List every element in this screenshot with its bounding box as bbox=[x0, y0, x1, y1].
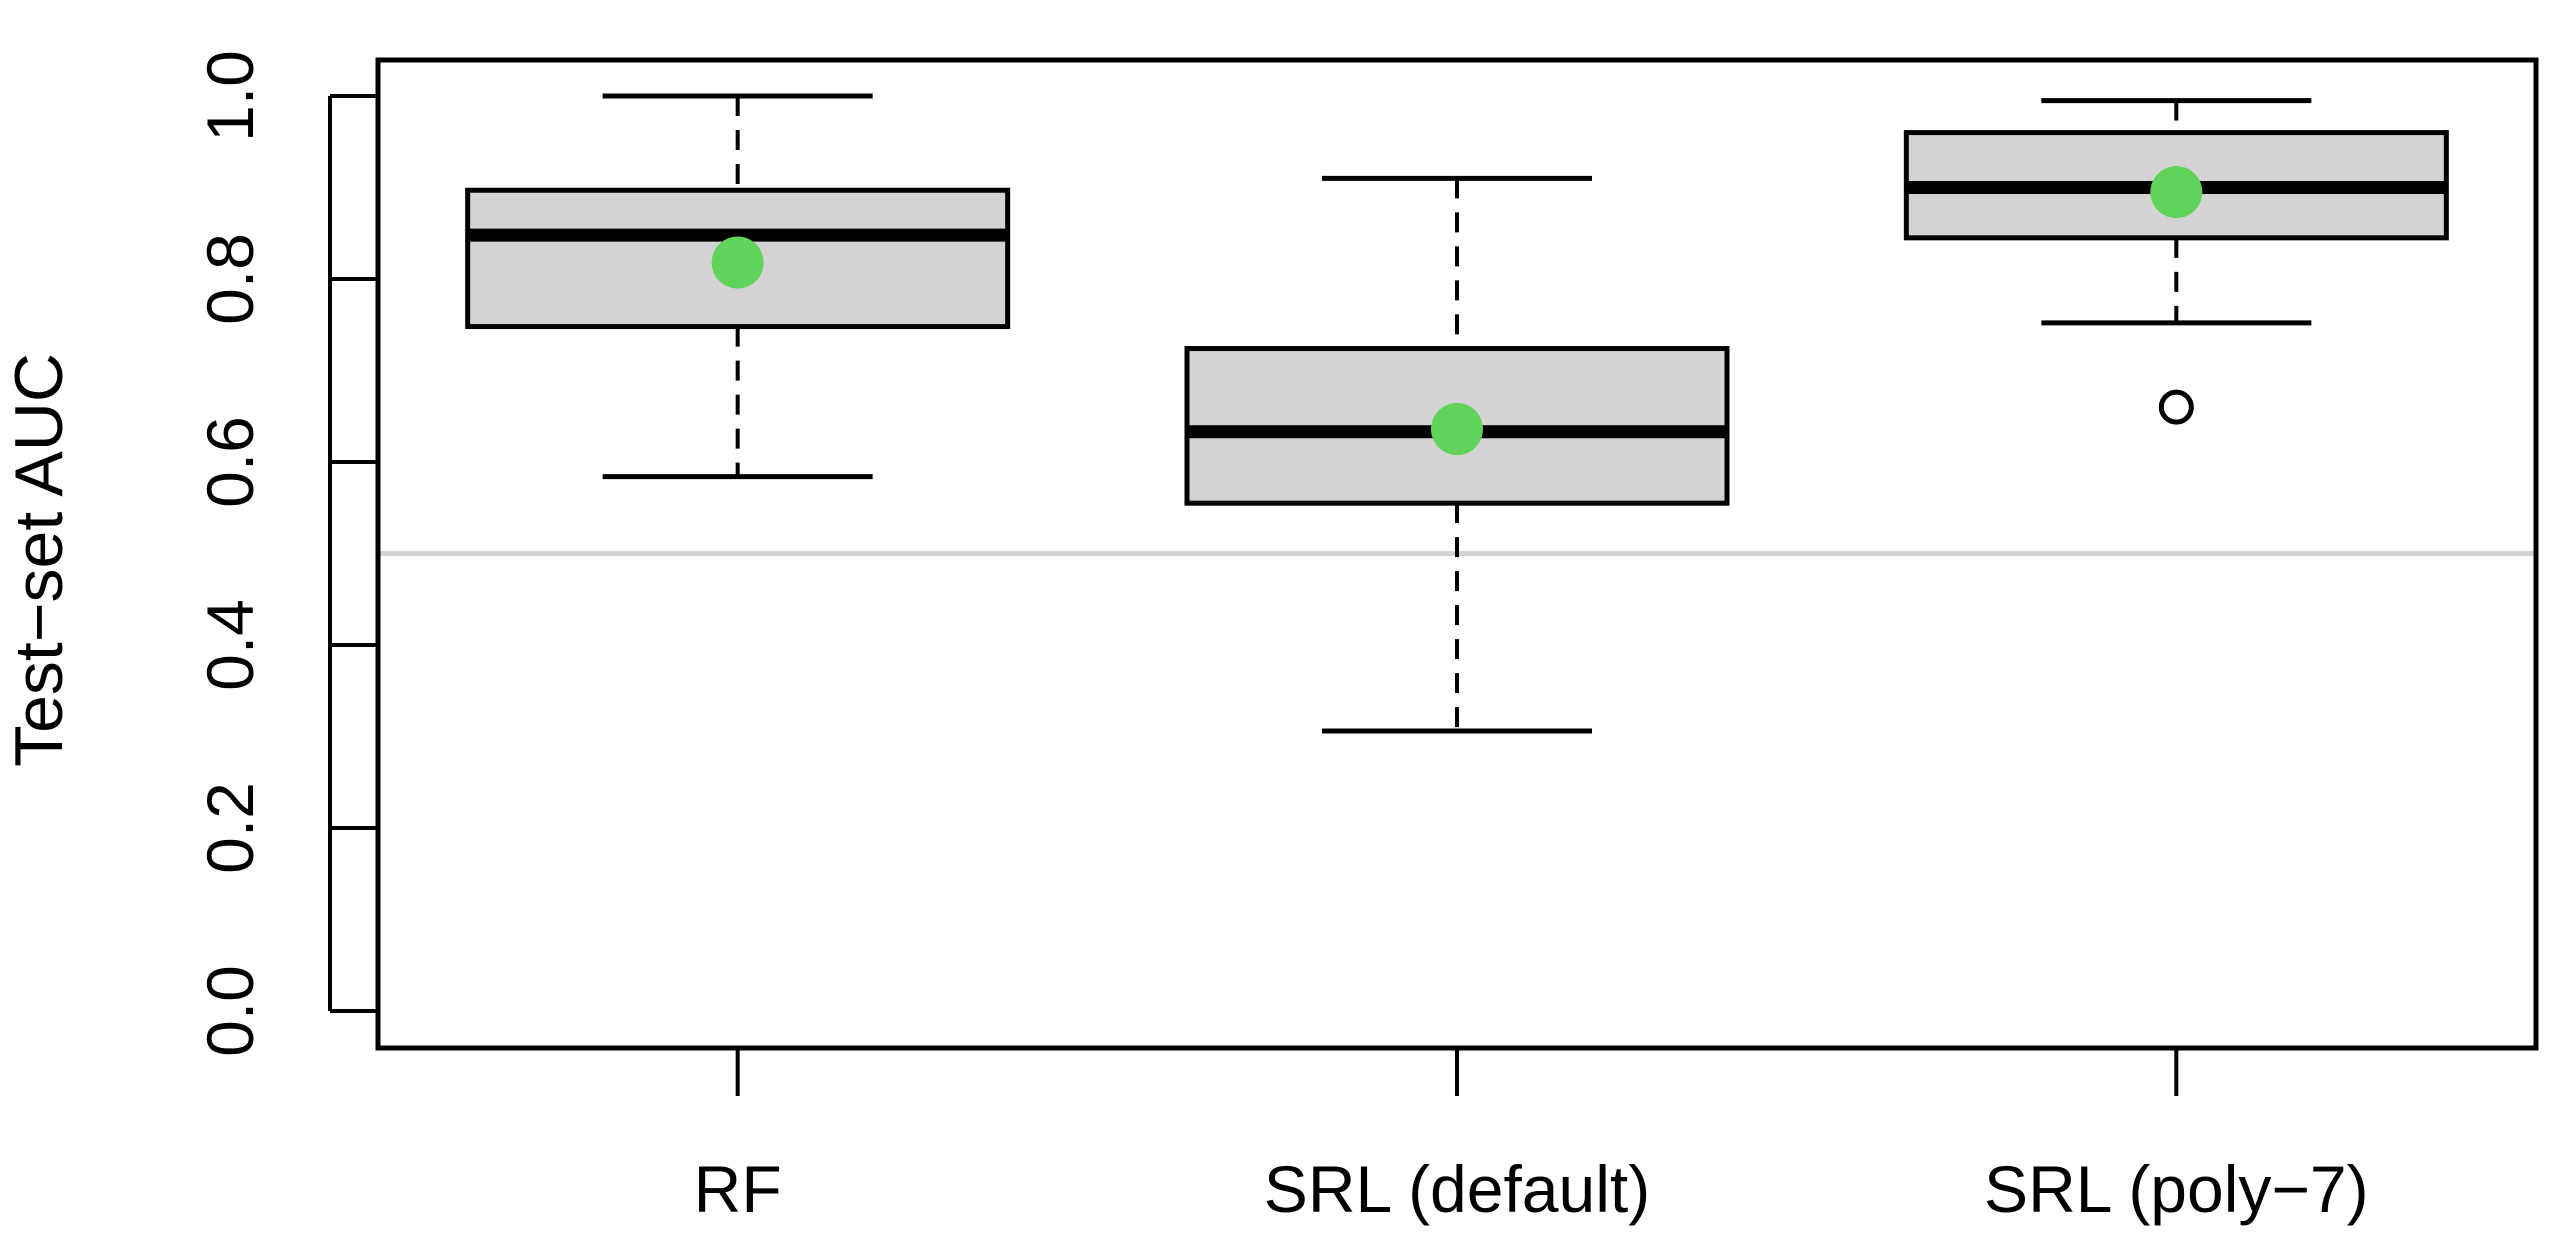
x-tick-label: RF bbox=[694, 1152, 782, 1226]
y-axis-label: Test−set AUC bbox=[1, 353, 77, 767]
x-tick-label: SRL (poly−7) bbox=[1984, 1152, 2369, 1226]
y-tick-label: 1.0 bbox=[193, 50, 267, 142]
mean-point bbox=[711, 236, 764, 289]
mean-point bbox=[1431, 403, 1483, 456]
x-tick-label: SRL (default) bbox=[1264, 1152, 1650, 1226]
y-tick-label: 0.4 bbox=[193, 599, 267, 691]
mean-point bbox=[2150, 166, 2203, 219]
box-group bbox=[465, 93, 1011, 480]
y-tick-label: 0.8 bbox=[193, 233, 267, 325]
y-tick-label: 0.6 bbox=[193, 416, 267, 508]
y-axis: 0.0 0.2 0.4 0.6 0.8 1.0 bbox=[193, 50, 378, 1057]
y-tick-label: 0.2 bbox=[193, 782, 267, 874]
y-tick-label: 0.0 bbox=[193, 965, 267, 1057]
outlier-point bbox=[2158, 389, 2194, 425]
box-group bbox=[1903, 98, 2449, 425]
boxes bbox=[465, 93, 2449, 734]
box-group bbox=[1184, 175, 1730, 734]
x-axis: RF SRL (default) SRL (poly−7) bbox=[694, 1048, 2369, 1226]
